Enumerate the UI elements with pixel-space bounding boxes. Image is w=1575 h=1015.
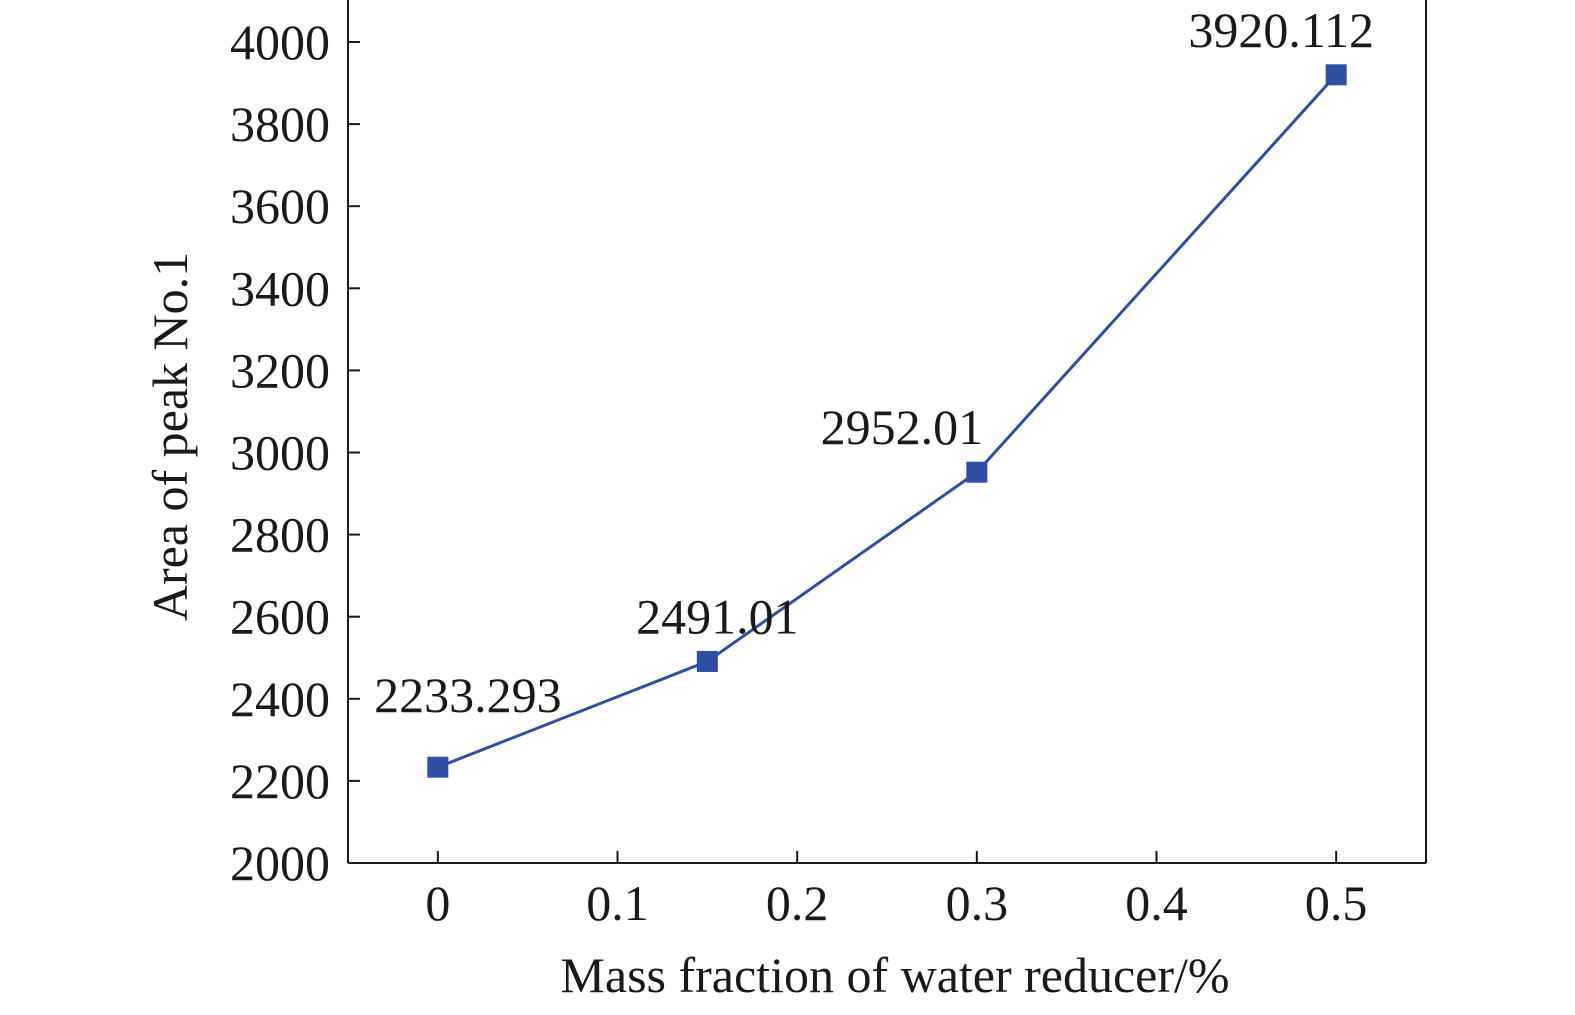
x-tick-label: 0.2 [766,875,829,931]
y-tick-label: 2200 [230,753,330,809]
x-tick-label: 0.3 [946,875,1009,931]
data-labels: 2233.293 2491.01 2952.01 3920.112 [374,2,1374,723]
data-point-marker [427,756,449,778]
data-point-marker [1325,64,1347,86]
data-point-marker [696,650,718,672]
data-label: 2233.293 [374,667,562,723]
x-tick-label: 0.1 [586,875,649,931]
y-tick-label: 3400 [230,260,330,316]
y-tick-label: 3000 [230,425,330,481]
x-tick-label: 0.5 [1305,875,1368,931]
data-label: 2952.01 [821,399,984,455]
x-tick-label: 0.4 [1125,875,1188,931]
y-tick-label: 2400 [230,671,330,727]
y-tick-label: 3800 [230,96,330,152]
x-tick-label: 0 [425,875,450,931]
y-tick-label: 3200 [230,342,330,398]
y-tick-label: 3600 [230,178,330,234]
axes: 2000 2200 2400 2600 2800 3000 3200 3400 3600 3800… [230,0,1427,931]
data-label: 2491.01 [636,588,799,644]
y-axis-title: Area of peak No.1 [142,252,198,621]
y-tick-label: 2000 [230,835,330,891]
data-label: 3920.112 [1188,2,1374,58]
y-tick-label: 2800 [230,507,330,563]
series-group [427,64,1347,778]
y-tick-label: 2600 [230,589,330,645]
x-axis-title: Mass fraction of water reducer/% [560,947,1229,1003]
series-line [437,73,1338,769]
y-tick-label: 4000 [230,14,330,70]
data-point-marker [966,461,988,483]
